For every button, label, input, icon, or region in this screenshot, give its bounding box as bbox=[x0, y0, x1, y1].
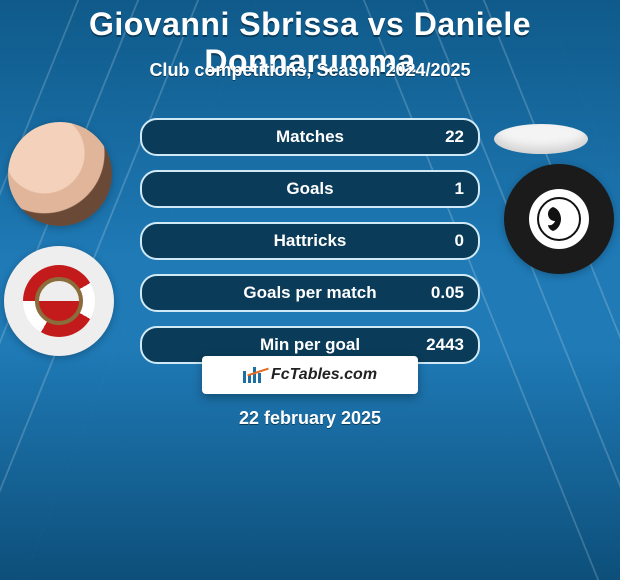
stat-label: Goals per match bbox=[142, 283, 478, 303]
player-left-avatar bbox=[8, 122, 112, 226]
cesena-icon bbox=[529, 189, 589, 249]
chart-icon bbox=[243, 367, 265, 383]
site-badge-label: FcTables.com bbox=[271, 366, 377, 384]
stat-row: Matches 22 bbox=[140, 118, 480, 156]
stat-label: Matches bbox=[142, 127, 478, 147]
club-left-badge bbox=[4, 246, 114, 356]
stat-row: Goals 1 bbox=[140, 170, 480, 208]
snapshot-date: 22 february 2025 bbox=[0, 408, 620, 429]
stat-label: Hattricks bbox=[142, 231, 478, 251]
comparison-card: Giovanni Sbrissa vs Daniele Donnarumma C… bbox=[0, 0, 620, 580]
stat-label: Goals bbox=[142, 179, 478, 199]
subtitle: Club competitions, Season 2024/2025 bbox=[0, 60, 620, 81]
stat-value-right: 0.05 bbox=[431, 283, 464, 303]
club-right-badge bbox=[504, 164, 614, 274]
stat-value-right: 1 bbox=[455, 179, 464, 199]
stat-row: Hattricks 0 bbox=[140, 222, 480, 260]
stat-value-right: 2443 bbox=[426, 335, 464, 355]
stat-value-right: 0 bbox=[455, 231, 464, 251]
stat-row: Goals per match 0.05 bbox=[140, 274, 480, 312]
player-right-avatar bbox=[494, 124, 588, 154]
cremonese-icon bbox=[23, 265, 95, 337]
stats-list: Matches 22 Goals 1 Hattricks 0 Goals per… bbox=[140, 118, 480, 364]
site-badge[interactable]: FcTables.com bbox=[202, 356, 418, 394]
stat-value-right: 22 bbox=[445, 127, 464, 147]
